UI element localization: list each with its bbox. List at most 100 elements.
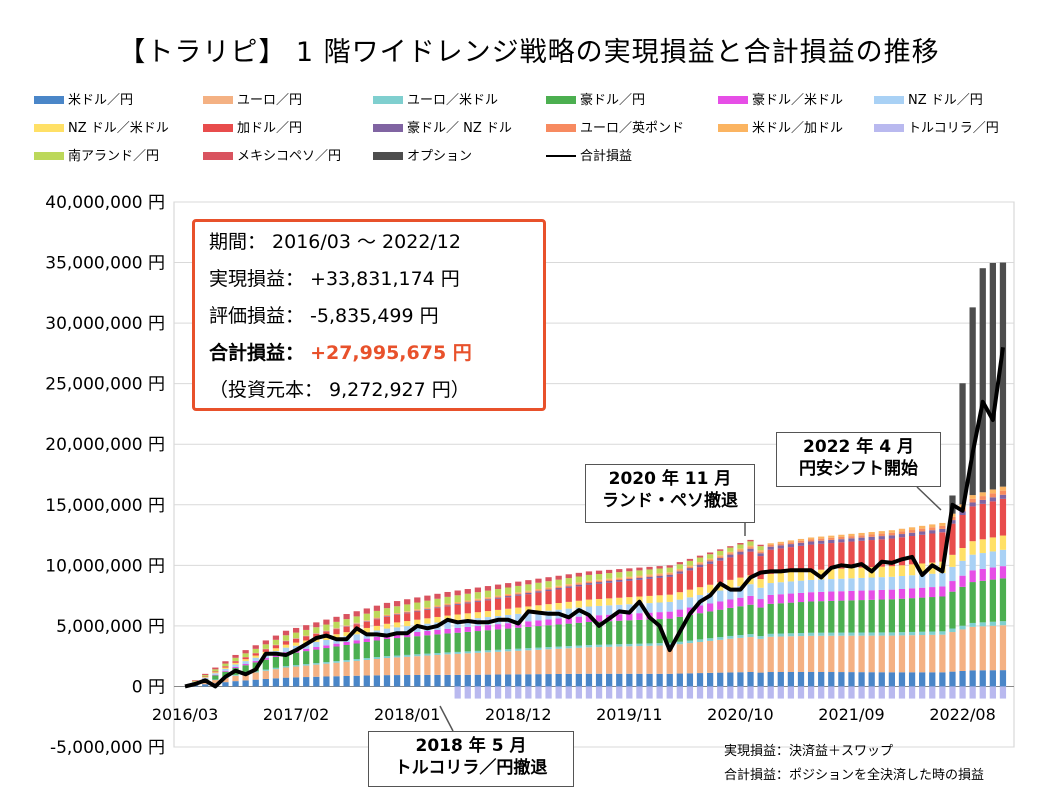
- bar-segment: [282, 654, 290, 667]
- bar-segment: [747, 634, 754, 638]
- bar-segment: [969, 498, 976, 503]
- bar-stack: [242, 650, 249, 687]
- bar-segment: [383, 616, 391, 624]
- bar-segment: [696, 563, 704, 565]
- bar-segment: [787, 547, 795, 573]
- bar-segment: [686, 643, 694, 674]
- bar-segment: [908, 672, 916, 687]
- bar-segment: [303, 625, 310, 630]
- bar-segment: [706, 640, 714, 673]
- bar-segment: [363, 659, 370, 676]
- bar-segment: [363, 627, 370, 633]
- bar-segment: [878, 566, 885, 578]
- bar-segment: [898, 632, 906, 636]
- bar-segment-lira: [595, 686, 603, 699]
- bar-segment: [888, 672, 896, 687]
- bar-segment: [949, 671, 956, 687]
- bar-segment: [242, 680, 249, 687]
- bar-segment: [232, 681, 239, 687]
- bar-segment: [717, 639, 724, 673]
- bar-segment: [282, 667, 290, 678]
- bar-segment: [666, 574, 673, 577]
- bar-segment: [868, 590, 875, 600]
- bar-stack: [282, 630, 290, 687]
- bar-segment: [313, 663, 320, 665]
- legend-label: ユーロ／円: [237, 93, 303, 108]
- bar-segment: [939, 532, 946, 562]
- bar-segment: [545, 589, 552, 592]
- bar-segment: [818, 569, 825, 580]
- bar-segment-lira: [474, 686, 482, 699]
- bar-segment: [949, 566, 956, 582]
- bar-segment: [908, 536, 916, 565]
- bar-segment: [999, 498, 1007, 536]
- bar-segment: [303, 651, 310, 665]
- legend-swatch: [34, 123, 64, 132]
- bar-segment: [696, 564, 704, 568]
- bar-segment: [696, 567, 704, 588]
- bar-segment: [555, 603, 562, 610]
- summary-box: 期間： 2016/03 ～ 2022/12 実現損益： +33,831,174 …: [192, 219, 546, 411]
- bar-segment: [565, 586, 572, 588]
- bar-segment: [585, 673, 593, 687]
- bar-segment: [373, 625, 381, 631]
- bar-segment: [242, 663, 249, 666]
- bar-segment: [505, 623, 512, 629]
- bar-segment: [222, 666, 229, 668]
- bar-segment: [383, 658, 391, 676]
- bar-segment: [757, 579, 764, 588]
- bar-segment-lira: [606, 686, 613, 699]
- bar-segment: [636, 613, 643, 620]
- bar-segment: [737, 550, 744, 552]
- bar-segment: [545, 577, 552, 582]
- bar-segment: [282, 647, 290, 653]
- bar-segment: [595, 615, 603, 622]
- bar-segment-lira: [676, 686, 683, 699]
- bar-stack: [444, 591, 451, 687]
- bar-segment: [404, 613, 411, 622]
- bar-segment: [888, 566, 896, 577]
- bar-segment: [979, 499, 986, 504]
- bar-segment: [838, 635, 845, 673]
- bar-segment: [848, 600, 855, 633]
- bar-segment: [393, 675, 401, 687]
- bar-segment: [908, 598, 916, 632]
- bar-stack: [373, 605, 381, 687]
- bar-segment: [676, 599, 683, 610]
- bar-segment: [696, 587, 704, 596]
- legend-label: 米ドル／円: [68, 93, 134, 108]
- bar-segment-lira: [969, 686, 976, 699]
- bar-segment: [676, 592, 683, 600]
- bar-segment: [807, 537, 815, 540]
- bar-segment: [545, 647, 552, 650]
- bar-segment: [373, 618, 381, 620]
- bar-segment-lira: [737, 686, 744, 699]
- bar-segment: [696, 557, 704, 563]
- legend-label: 豪ドル／米ドル: [752, 93, 844, 108]
- bar-segment: [383, 616, 391, 617]
- bar-segment: [757, 636, 764, 639]
- bar-segment: [706, 558, 714, 560]
- bar-segment: [565, 648, 572, 674]
- bar-segment: [262, 678, 269, 687]
- bar-segment: [939, 522, 946, 526]
- legend-label: ユーロ／米ドル: [407, 93, 499, 108]
- bar-segment: [999, 494, 1007, 499]
- bar-segment: [363, 608, 370, 614]
- bar-segment: [393, 627, 401, 635]
- bar-segment: [313, 641, 320, 648]
- bar-segment: [404, 654, 411, 657]
- bar-segment: [272, 635, 280, 640]
- bar-segment: [727, 607, 734, 636]
- legend-label: NZ ドル／米ドル: [68, 121, 169, 136]
- y-tick-label: 40,000,000 円: [45, 193, 165, 213]
- bar-segment: [979, 496, 986, 500]
- bar-segment: [737, 597, 744, 607]
- legend-label: オプション: [407, 149, 473, 164]
- bar-segment: [828, 579, 835, 592]
- bar-segment: [807, 539, 815, 542]
- bar-segment: [818, 601, 825, 633]
- bar-segment: [363, 675, 370, 687]
- bar-segment: [414, 602, 421, 610]
- bar-segment: [454, 590, 461, 596]
